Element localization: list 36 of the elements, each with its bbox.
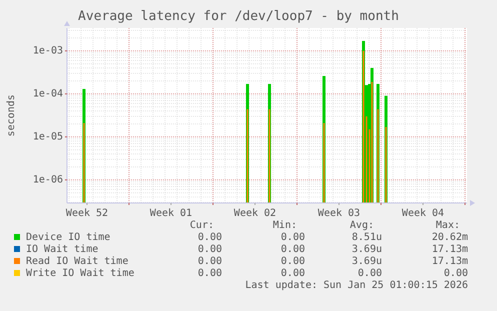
x-tick-label: Week 52 [66,208,108,219]
text: 0.00 [198,268,222,279]
y-tick-label: 1e-06 [32,174,63,186]
text: 0.00 [198,232,222,243]
legend-label: Device IO time [26,232,110,243]
text: 17.13m [432,244,468,255]
text: 3.69u [352,256,382,267]
legend-label: Read IO Wait time [26,256,128,267]
text: Max: [436,220,460,231]
text: 0.00 [280,268,305,279]
text: 0.00 [358,268,382,279]
text: Min: [272,220,297,231]
x-tick-label: Week 04 [402,208,444,219]
text: 3.69u [352,244,382,255]
text: 0.00 [198,256,222,267]
x-tick-label: Week 01 [150,208,192,219]
text: Avg: [350,220,374,231]
text: 20.62m [432,232,468,243]
legend-label: IO Wait time [26,244,98,255]
text: 0.00 [280,256,305,267]
y-tick-label: 1e-05 [32,131,63,142]
text: 0.00 [198,244,222,255]
text: 0.00 [444,268,468,279]
text: Cur: [190,220,214,231]
y-tick-label: 1e-04 [32,88,63,100]
y-axis-title: seconds [6,94,17,137]
x-tick-label: Week 03 [318,208,360,219]
y-tick-label: 1e-03 [32,45,63,56]
text: 0.00 [280,244,305,255]
chart-title: Average latency for /dev/loop7 - by month [78,9,399,24]
x-tick-label: Week 02 [234,208,276,219]
legend-label: Write IO Wait time [26,268,134,279]
text: 17.13m [432,256,468,267]
text: Last update: Sun Jan 25 01:00:15 2026 [245,280,468,291]
text: 8.51u [352,232,382,243]
text: 0.00 [280,232,305,243]
